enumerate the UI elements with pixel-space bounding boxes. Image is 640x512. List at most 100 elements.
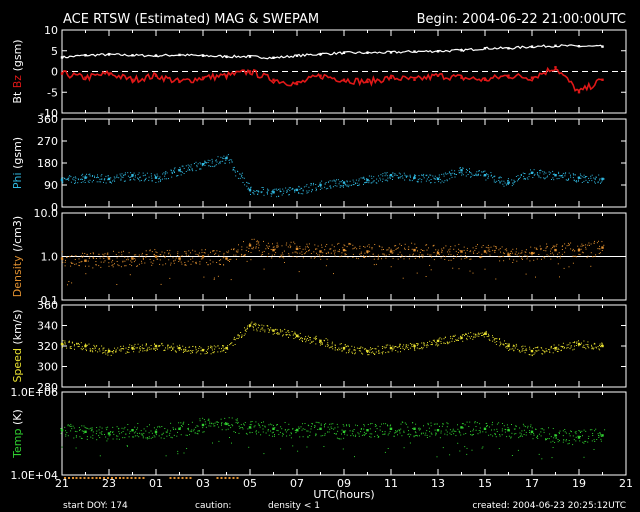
scatter-dot xyxy=(258,250,260,252)
scatter-dot xyxy=(593,177,595,179)
point-phi xyxy=(530,171,534,174)
scatter-dot xyxy=(330,423,332,425)
scatter-dot xyxy=(450,259,452,261)
scatter-dot xyxy=(65,433,67,435)
scatter-dot xyxy=(260,192,262,194)
scatter-dot xyxy=(533,252,534,254)
scatter-dot xyxy=(340,343,342,345)
scatter-dot xyxy=(263,194,265,196)
scatter-dot xyxy=(530,350,532,352)
caution-marker xyxy=(91,477,94,479)
scatter-dot xyxy=(383,346,385,348)
point-phi xyxy=(483,174,487,177)
scatter-dot xyxy=(451,431,453,433)
scatter-dot xyxy=(525,348,527,350)
scatter-dot xyxy=(555,174,557,176)
begin-time: Begin: 2004-06-22 21:00:00UTC xyxy=(417,12,626,27)
scatter-dot xyxy=(485,246,487,248)
scatter-dot xyxy=(121,176,123,178)
scatter-dot xyxy=(499,182,501,184)
scatter-dot xyxy=(384,175,386,177)
scatter-dot xyxy=(576,181,578,183)
scatter-dot xyxy=(503,425,505,427)
scatter-dot xyxy=(490,246,492,248)
scatter-dot xyxy=(474,334,476,336)
scatter-dot xyxy=(444,259,446,260)
scatter-dot xyxy=(96,430,98,432)
scatter-dot xyxy=(98,181,100,183)
scatter-dot xyxy=(488,247,490,249)
scatter-dot xyxy=(494,434,496,436)
scatter-dot xyxy=(221,429,223,431)
scatter-dot xyxy=(522,423,524,425)
scatter-dot xyxy=(498,177,500,179)
caution-marker xyxy=(126,477,129,479)
scatter-dot xyxy=(105,353,107,355)
scatter-dot xyxy=(483,170,485,172)
scatter-dot xyxy=(547,175,548,177)
scatter-dot xyxy=(360,251,362,253)
scatter-dot xyxy=(299,189,301,191)
scatter-dot xyxy=(170,264,172,266)
scatter-dot xyxy=(501,430,503,432)
scatter-dot xyxy=(441,250,443,251)
x-tick-label: 21 xyxy=(55,477,69,490)
scatter-dot xyxy=(423,343,425,345)
scatter-dot xyxy=(374,348,376,350)
scatter-dot xyxy=(403,430,405,432)
scatter-dot xyxy=(151,432,153,434)
scatter-dot xyxy=(515,343,517,345)
scatter-dot xyxy=(320,258,322,260)
scatter-dot xyxy=(249,326,250,328)
scatter-dot xyxy=(597,182,599,184)
scatter-dot xyxy=(524,345,526,347)
scatter-dot xyxy=(92,267,94,269)
scatter-dot xyxy=(513,259,515,261)
scatter-dot xyxy=(265,432,267,434)
scatter-dot xyxy=(231,161,233,163)
scatter-dot xyxy=(98,429,100,431)
scatter-dot xyxy=(97,177,99,178)
point-density xyxy=(366,250,369,253)
scatter-dot xyxy=(552,247,553,249)
scatter-dot xyxy=(461,334,463,336)
scatter-dot xyxy=(314,256,316,258)
y-tick-label-mag: -10 xyxy=(40,107,58,120)
scatter-dot xyxy=(517,175,519,177)
scatter-dot xyxy=(506,250,508,252)
density-caution-markers xyxy=(64,477,239,479)
scatter-dot xyxy=(339,185,341,187)
scatter-dot xyxy=(143,428,145,430)
scatter-dot xyxy=(154,346,156,348)
scatter-dot xyxy=(173,262,175,264)
scatter-dot xyxy=(344,253,346,255)
scatter-dot xyxy=(153,348,155,350)
scatter-dot xyxy=(363,425,365,427)
scatter-dot xyxy=(256,433,257,435)
scatter-dot xyxy=(452,430,454,432)
scatter-dot xyxy=(348,424,350,426)
scatter-dot xyxy=(455,339,457,341)
scatter-dot xyxy=(568,440,570,441)
scatter-dot xyxy=(408,349,410,350)
scatter-dot xyxy=(413,178,415,180)
scatter-dot xyxy=(205,350,207,352)
scatter-dot xyxy=(533,174,535,176)
scatter-dot xyxy=(244,254,246,256)
scatter-dot xyxy=(207,254,209,256)
scatter-dot xyxy=(458,170,460,172)
scatter-dot xyxy=(139,348,141,350)
scatter-dot xyxy=(99,455,101,457)
scatter-dot xyxy=(307,430,309,432)
scatter-dot xyxy=(503,343,505,345)
scatter-dot xyxy=(417,343,419,344)
scatter-dot xyxy=(108,265,110,267)
scatter-dot xyxy=(459,250,461,252)
scatter-dot xyxy=(134,343,136,345)
scatter-dot xyxy=(91,429,93,431)
scatter-dot xyxy=(315,433,317,435)
scatter-dot xyxy=(334,427,336,429)
scatter-dot xyxy=(506,343,508,345)
scatter-dot xyxy=(416,347,418,349)
scatter-dot xyxy=(570,174,571,176)
